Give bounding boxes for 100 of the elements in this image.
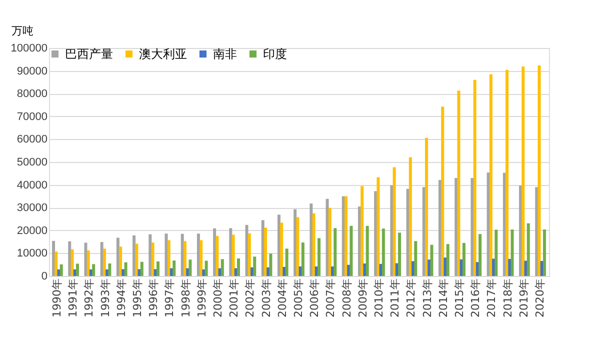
bar: [269, 254, 272, 276]
bar: [538, 65, 541, 276]
x-tick-label: 1996年: [147, 278, 160, 318]
bar: [526, 223, 530, 276]
bar: [216, 236, 219, 276]
bar: [140, 262, 144, 276]
bar: [414, 241, 418, 276]
x-tick-label: 2008年: [340, 278, 354, 318]
bar: [408, 157, 412, 276]
bar: [282, 266, 286, 276]
bar: [60, 264, 63, 276]
x-tick-label: 1998年: [179, 278, 192, 318]
bar: [398, 232, 402, 276]
bar: [119, 246, 122, 276]
bar: [510, 229, 514, 276]
bar: [522, 66, 525, 276]
x-tick-label: 2007年: [324, 278, 338, 318]
y-tick-label: 100000: [10, 42, 48, 54]
y-tick-label: 70000: [16, 110, 48, 123]
bar: [310, 203, 313, 276]
bar: [390, 185, 394, 276]
bar: [350, 226, 353, 276]
legend-label: 巴西产量: [65, 47, 113, 61]
bar: [108, 263, 112, 276]
bar: [232, 234, 235, 276]
bar: [462, 242, 466, 276]
bar: [473, 80, 476, 276]
bar: [312, 213, 316, 276]
bar: [151, 242, 154, 276]
bar: [392, 167, 396, 276]
bar: [202, 269, 206, 276]
bar: [253, 256, 256, 276]
bar: [172, 260, 176, 276]
x-tick-label: 2012年: [404, 278, 418, 318]
bar: [376, 177, 380, 276]
bar: [508, 258, 512, 276]
bar: [135, 244, 138, 276]
bar: [470, 178, 474, 276]
bar: [301, 242, 304, 276]
x-tick-label: 2018年: [501, 278, 514, 318]
bar: [478, 234, 482, 276]
legend-label: 澳大利亚: [139, 47, 187, 61]
bar: [237, 258, 240, 276]
y-tick-label: 30000: [16, 202, 48, 214]
x-tick-label: 2000年: [211, 278, 224, 318]
bar: [220, 259, 224, 276]
x-tick-label: 1991年: [66, 278, 80, 318]
bar: [122, 269, 125, 276]
bar: [102, 248, 106, 276]
bar: [264, 228, 267, 276]
bar: [542, 229, 546, 276]
bar: [489, 74, 492, 276]
bar: [229, 228, 232, 276]
y-tick-label: 40000: [16, 179, 48, 192]
bar: [124, 262, 128, 276]
y-axis-title: 万吨: [12, 24, 34, 38]
bar: [494, 230, 498, 276]
bar: [382, 228, 385, 276]
x-tick-label: 2013年: [420, 278, 434, 318]
bar: [148, 234, 152, 276]
bar: [457, 90, 460, 276]
bar: [360, 186, 364, 276]
bar: [248, 233, 251, 276]
bar: [344, 196, 348, 276]
bar: [446, 244, 450, 276]
bar: [183, 241, 186, 276]
y-tick-label: 90000: [16, 65, 48, 78]
bar: [280, 222, 284, 276]
bar: [92, 264, 96, 276]
x-tick-label: 2019年: [517, 278, 530, 318]
bar: [328, 208, 332, 276]
y-tick-label: 80000: [16, 88, 48, 100]
y-tick-label: 20000: [16, 224, 48, 237]
bar: [167, 240, 170, 276]
bar: [318, 238, 321, 276]
x-tick-label: 2015年: [453, 278, 466, 318]
bar: [334, 228, 337, 276]
bar: [188, 260, 192, 276]
legend-label: 南非: [213, 47, 237, 61]
bar: [444, 258, 447, 276]
x-tick-label: 2001年: [228, 278, 241, 318]
y-tick-label: 50000: [16, 156, 48, 168]
x-tick-label: 2016年: [469, 278, 482, 318]
bar: [156, 261, 160, 276]
bar: [204, 260, 208, 276]
x-tick-label: 2006年: [308, 278, 322, 318]
x-tick-label: 1999年: [195, 278, 208, 318]
bar: [200, 240, 203, 276]
x-tick-label: 1992年: [82, 278, 96, 318]
bar: [86, 250, 90, 276]
legend-label: 印度: [263, 47, 287, 61]
x-tick-label: 2011年: [388, 278, 402, 318]
y-tick-label: 10000: [16, 248, 48, 260]
x-tick-label: 2003年: [260, 278, 273, 318]
x-tick-label: 2002年: [244, 278, 257, 318]
y-tick-label: 60000: [16, 134, 48, 146]
bar: [430, 244, 434, 276]
x-tick-label: 2010年: [372, 278, 386, 318]
bar: [70, 249, 74, 276]
x-tick-label: 2020年: [534, 278, 547, 318]
